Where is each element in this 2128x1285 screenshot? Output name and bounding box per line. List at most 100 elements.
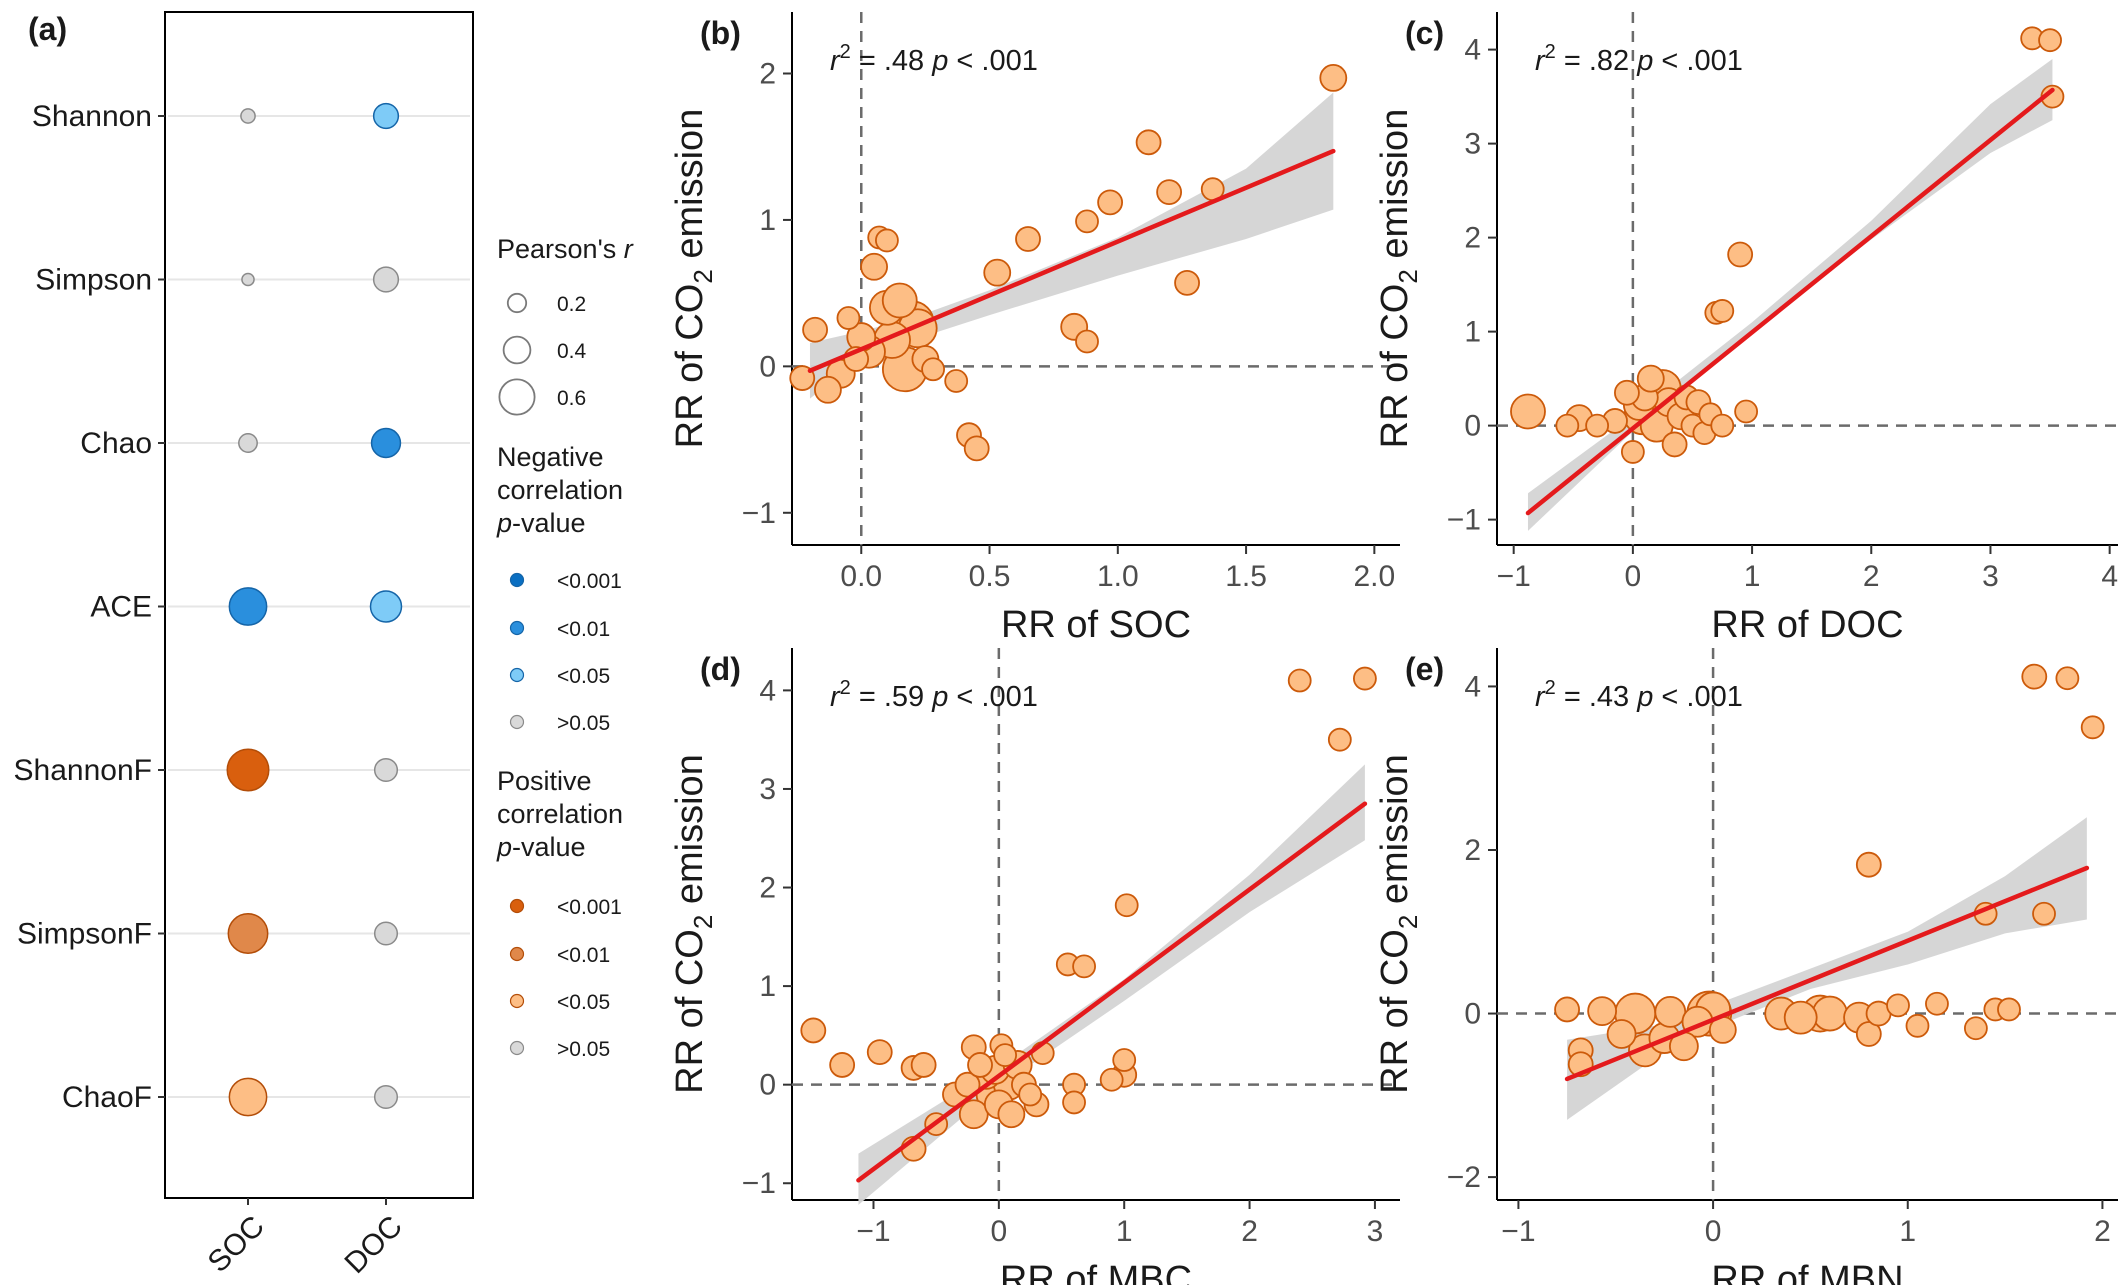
data-point	[1287, 668, 1312, 693]
regression-line	[807, 148, 1336, 373]
confidence-band	[858, 764, 1365, 1205]
data-point	[1606, 1019, 1637, 1049]
row-label-chao: Chao	[80, 427, 152, 460]
data-point	[2055, 666, 2080, 691]
y-tick-label: −1	[742, 1167, 776, 1200]
x-tick-label: 0	[991, 1215, 1008, 1248]
col-label-soc: SOC	[202, 1210, 271, 1279]
legend-negative-keys: <0.001 <0.01 <0.05 >0.05	[509, 570, 622, 735]
data-point	[1135, 129, 1162, 156]
data-point	[1661, 431, 1688, 458]
row-label-shannon: Shannon	[32, 100, 152, 133]
legend-size-circle	[498, 378, 536, 416]
data-point	[1710, 413, 1735, 438]
data-point	[1620, 440, 1645, 464]
x-tick-label: 2	[1863, 560, 1880, 593]
y-axis-title: RR of CO2 emission	[669, 754, 718, 1094]
data-point	[1555, 413, 1580, 438]
data-point	[866, 1039, 893, 1066]
correlation-dot	[240, 108, 256, 124]
x-tick-label: 1	[1899, 1215, 1916, 1248]
data-point	[1015, 226, 1041, 252]
data-point	[2021, 663, 2048, 690]
y-tick-label: 1	[759, 970, 776, 1003]
x-tick-label: 3	[1982, 560, 1999, 593]
data-point	[1997, 997, 2021, 1022]
legend-color-dot	[509, 714, 525, 730]
scatter-panel-b: (b) 0.0 0.5 1.0 1.5 2.0 −1 0 1 2 r2 = .48 p < .001…	[669, 12, 1400, 646]
panel-a-frame	[164, 11, 474, 1199]
data-point	[836, 306, 861, 330]
y-tick-label: 4	[1464, 670, 1481, 703]
legend-size-keys: 0.2 0.4 0.6	[498, 292, 587, 416]
confidence-band	[1527, 59, 2053, 531]
x-tick-label: −1	[1497, 560, 1531, 593]
legend-color-dot	[509, 572, 525, 588]
x-tick-label: 0	[1705, 1215, 1722, 1248]
legend-color-dot	[509, 946, 525, 962]
legend-color-dot	[509, 898, 525, 914]
y-tick-label: 0	[1464, 998, 1481, 1031]
regression-line	[856, 801, 1368, 1183]
y-tick-label: 2	[759, 872, 776, 905]
row-label-chaof: ChaoF	[62, 1081, 152, 1114]
x-tick-label: 0	[1625, 560, 1642, 593]
correlation-dot	[372, 266, 400, 293]
y-axis-title: RR of CO2 emission	[1374, 109, 1423, 449]
correlation-dot	[373, 921, 399, 946]
legend-color-label: <0.001	[557, 570, 622, 593]
legend-color-label: <0.01	[557, 618, 610, 641]
data-point	[993, 1043, 1018, 1067]
data-point	[1114, 893, 1139, 918]
data-point	[1075, 329, 1099, 354]
data-point	[875, 228, 899, 253]
data-point	[1099, 1067, 1124, 1092]
data-point	[963, 435, 990, 462]
y-tick-label: 1	[1464, 316, 1481, 349]
x-axis-title: RR of SOC	[1001, 604, 1191, 646]
stats-annotation: r2 = .82 p < .001	[1535, 41, 1743, 77]
regression-line	[1564, 865, 2090, 1082]
y-tick-label: −1	[1447, 504, 1481, 537]
data-point	[1018, 1082, 1043, 1107]
x-tick-label: 1.0	[1097, 560, 1139, 593]
legend-size-label: 0.6	[557, 387, 586, 410]
panel-a-label: (a)	[28, 11, 67, 47]
y-axis-title: RR of CO2 emission	[669, 109, 718, 449]
row-label-simpson: Simpson	[35, 264, 152, 297]
data-point	[1156, 179, 1183, 206]
data-point	[1352, 666, 1377, 691]
data-point	[1319, 63, 1348, 92]
x-tick-label: −1	[1501, 1215, 1535, 1248]
x-tick-label: −1	[856, 1215, 890, 1248]
y-tick-label: 3	[1464, 128, 1481, 161]
y-tick-label: 0	[1464, 410, 1481, 443]
correlation-dot	[238, 433, 258, 453]
correlation-dot	[373, 757, 399, 783]
x-tick-label: 2	[1241, 1215, 1258, 1248]
regression-line	[1525, 87, 2055, 516]
data-point	[1614, 379, 1640, 406]
legend-color-label: >0.05	[557, 1038, 610, 1061]
scatter-panels: (b) 0.0 0.5 1.0 1.5 2.0 −1 0 1 2 r2 = .48 p < .001…	[669, 12, 2118, 1285]
data-point	[2038, 28, 2062, 53]
data-point	[1510, 393, 1546, 430]
data-point	[1783, 1000, 1818, 1035]
data-point	[1654, 996, 1687, 1028]
x-axis-title: RR of MBN	[1711, 1259, 1903, 1285]
x-tick-label: 0.5	[969, 560, 1011, 593]
legend-size-circle	[506, 292, 528, 314]
y-tick-label: 4	[1464, 34, 1481, 67]
y-tick-label: −2	[1447, 1161, 1481, 1194]
stats-annotation: r2 = .43 p < .001	[1535, 677, 1743, 713]
data-point	[2032, 901, 2056, 926]
y-tick-label: 0	[759, 1069, 776, 1102]
data-point	[921, 357, 945, 382]
correlation-dot	[373, 1084, 399, 1110]
legend-color-label: <0.001	[557, 896, 622, 919]
panel-label: (b)	[700, 15, 741, 51]
correlation-dot	[372, 102, 400, 130]
row-label-simpsonf: SimpsonF	[17, 918, 152, 951]
data-point	[1075, 209, 1099, 234]
